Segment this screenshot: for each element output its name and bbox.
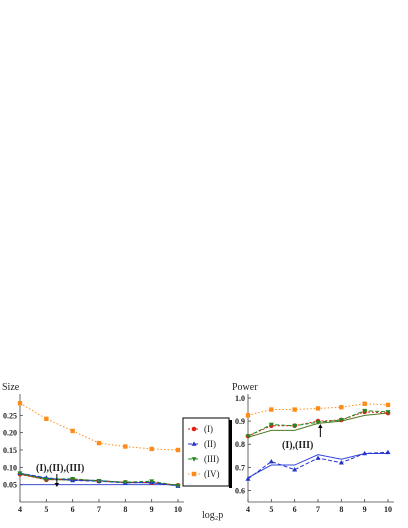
power-series-4-point [315, 406, 321, 411]
legend-marker-1 [191, 426, 197, 432]
size-x-tick-label: 6 [71, 505, 75, 514]
size-series-4-point [96, 440, 102, 446]
power-series-3-point [292, 423, 298, 429]
power-y-tick-label: 0.8 [235, 440, 245, 449]
legend-label-3: (III) [204, 454, 219, 464]
size-series-4-point [70, 428, 75, 434]
size-x-tick-label: 5 [44, 505, 48, 514]
size-chart: Size log₂p 4 5 6 7 8 9 10 0.05 0.10 0.15 0.20 0.25 (… [2, 382, 223, 521]
power-x-tick-label: 5 [269, 505, 273, 514]
legend-marker-4 [191, 471, 197, 477]
size-x-tick-label: 7 [97, 505, 101, 514]
power-series-4-point [385, 402, 391, 408]
size-x-tick-label: 10 [174, 505, 182, 514]
power-series-3-point [385, 410, 391, 415]
size-series-3-point [149, 479, 155, 484]
power-series-4-point [292, 407, 297, 412]
power-series-3-point [338, 418, 344, 423]
power-x-tick-label: 7 [316, 505, 320, 514]
power-series-4-point [339, 405, 344, 410]
size-annotation-arrowhead [54, 483, 60, 487]
size-series-4-point [17, 401, 23, 406]
power-series-3-point [268, 422, 274, 428]
power-series-2-point [268, 458, 274, 464]
size-series-4-point [175, 447, 181, 453]
legend-label-4: (IV) [204, 469, 220, 479]
size-series-3-point [175, 483, 181, 489]
legend-box [182, 417, 230, 487]
size-series-4-point [44, 416, 49, 421]
power-series-4-point [269, 407, 274, 412]
power-series-3-point [245, 434, 251, 439]
power-series-2-point [292, 467, 298, 472]
power-series-2-point [315, 455, 321, 460]
power-x-tick-label: 6 [293, 505, 297, 514]
size-y-tick-label: 0.20 [3, 429, 17, 438]
size-y-tick-label: 0.10 [3, 463, 17, 472]
power-y-tick-label: 0.6 [235, 486, 245, 495]
power-series-2-point [245, 476, 251, 481]
legend-label-1: (I) [204, 424, 213, 434]
power-smooth-line-1 [247, 412, 389, 438]
size-series-3-point [96, 479, 102, 484]
size-y-tick-label: 0.25 [3, 411, 17, 420]
size-chart-x-axis-label: log₂p [202, 510, 223, 521]
size-series-3-point [17, 471, 23, 476]
power-series-2-point [385, 449, 391, 455]
power-series-4-point [362, 401, 367, 406]
power-annotation-arrowhead [318, 424, 323, 428]
power-chart-title: Power [232, 382, 258, 393]
power-y-tick-label: 0.9 [235, 417, 245, 426]
size-annotation: (I),(II),(III) [36, 463, 84, 474]
power-x-tick-label: 9 [363, 505, 367, 514]
power-y-tick-label: 1.0 [235, 394, 245, 403]
power-series-2-point [362, 450, 368, 456]
power-x-tick-label: 8 [339, 505, 343, 514]
power-chart: Power 4 5 6 7 8 9 10 0.6 0.7 0.8 0.9 1.0 (I),(III) [232, 382, 394, 514]
size-series-4-point [149, 446, 154, 452]
size-y-tick-label: 0.05 [3, 481, 17, 490]
legend: (I) (II) (III) (IV) [182, 417, 232, 488]
size-series-3-point [43, 477, 49, 482]
size-series-3-point [122, 480, 128, 485]
power-x-tick-label: 4 [246, 505, 250, 514]
legend-marker-2 [191, 441, 197, 446]
legend-shadow [229, 420, 232, 488]
legend-marker-3 [191, 457, 197, 462]
size-series-3-point [70, 476, 76, 482]
power-annotation: (I),(III) [282, 440, 313, 451]
power-series-3-point [315, 420, 321, 425]
legend-label-2: (II) [204, 439, 216, 449]
size-x-tick-label: 9 [150, 505, 154, 514]
size-chart-title: Size [2, 382, 20, 393]
size-x-tick-label: 8 [123, 505, 127, 514]
size-series-4-point [123, 444, 128, 449]
power-y-tick-label: 0.7 [235, 463, 245, 472]
power-series-4-point [245, 413, 251, 418]
size-x-tick-label: 4 [18, 505, 22, 514]
power-series-2-point [338, 460, 344, 465]
size-y-tick-label: 0.15 [3, 446, 17, 455]
power-series-3-point [362, 408, 368, 414]
power-x-tick-label: 10 [384, 505, 392, 514]
